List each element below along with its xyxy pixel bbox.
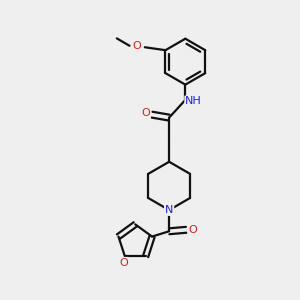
Text: O: O — [119, 258, 128, 268]
Text: N: N — [165, 205, 173, 215]
Text: O: O — [132, 41, 141, 51]
Text: NH: NH — [185, 96, 202, 106]
Text: O: O — [188, 225, 197, 235]
Text: O: O — [141, 108, 150, 118]
